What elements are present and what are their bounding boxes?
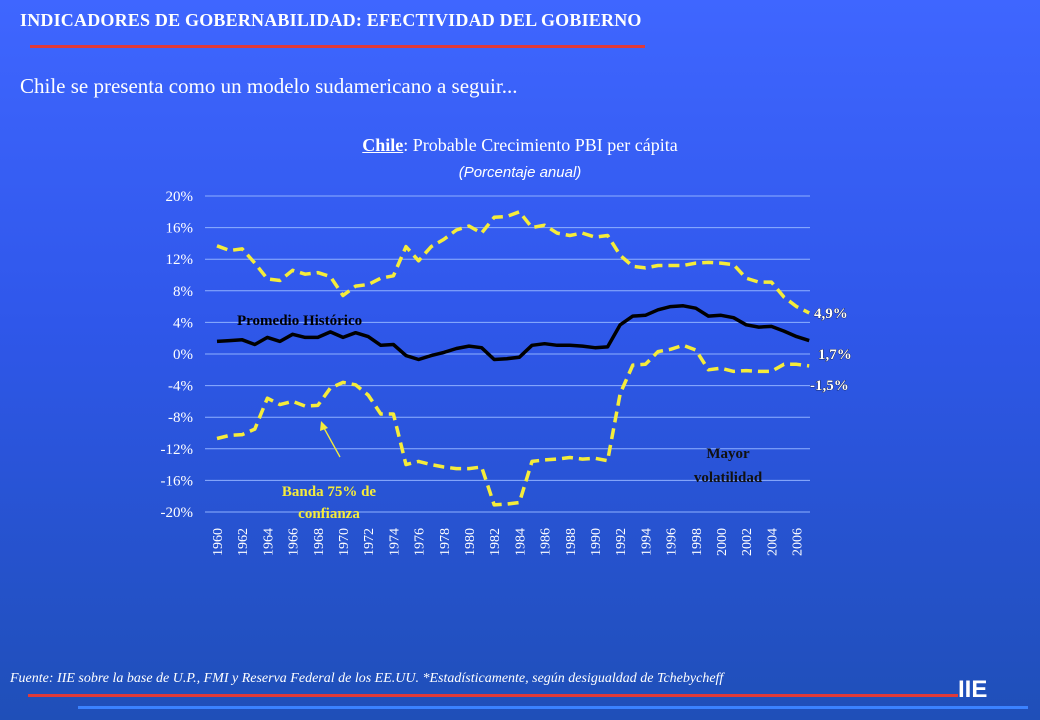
y-tick-label: 0% xyxy=(173,347,193,363)
footer-source: Fuente: IIE sobre la base de U.P., FMI y… xyxy=(10,671,724,686)
y-tick-label: 4% xyxy=(173,315,193,331)
y-tick-label: -20% xyxy=(161,505,194,521)
banda-arrow-line xyxy=(323,427,341,458)
label-end-mean: 1,7% xyxy=(818,347,852,363)
label-end-upper: 4,9% xyxy=(814,306,848,322)
footer-red-line xyxy=(28,694,958,697)
y-tick-label: -4% xyxy=(168,379,193,395)
x-tick-label: 1962 xyxy=(236,528,251,556)
x-tick-label: 1966 xyxy=(287,528,302,556)
series-line-mean xyxy=(216,304,810,362)
x-tick-label: 1970 xyxy=(337,528,352,556)
iie-logo: IIE xyxy=(958,676,988,703)
x-tick-label: 1960 xyxy=(211,528,226,556)
y-tick-label: 12% xyxy=(166,252,194,268)
series-line-upper xyxy=(216,210,810,315)
x-tick-label: 1990 xyxy=(589,528,604,556)
chart-title: Chile: Probable Crecimiento PBI per cápi… xyxy=(0,135,1040,156)
chart-grid xyxy=(205,195,810,513)
series-line-lower xyxy=(216,343,810,507)
chart-subtitle: (Porcentaje anual) xyxy=(458,164,582,181)
chart-title-country: Chile xyxy=(362,135,404,155)
label-banda-1: Banda 75% de xyxy=(282,484,377,500)
x-tick-label: 1968 xyxy=(312,528,327,556)
y-tick-label: 20% xyxy=(166,189,194,205)
x-tick-label: 1974 xyxy=(387,528,402,556)
x-tick-label: 1982 xyxy=(488,528,503,556)
x-tick-label: 1984 xyxy=(513,528,528,556)
y-tick-label: 8% xyxy=(173,284,193,300)
label-banda-2: confianza xyxy=(298,506,360,522)
y-tick-label: -12% xyxy=(161,442,194,458)
x-tick-label: 1986 xyxy=(539,528,554,556)
x-axis-ticks: 1960 1962 1964 1966 1968 1970 1972 1974 1976 1978… xyxy=(211,528,806,556)
chart-series xyxy=(216,210,810,507)
x-tick-label: 1972 xyxy=(362,528,377,556)
y-tick-label: -16% xyxy=(161,473,194,489)
footer-blue-line xyxy=(78,706,1028,709)
x-tick-label: 2004 xyxy=(765,528,780,556)
chart-title-text: : Probable Crecimiento PBI per cápita xyxy=(403,135,678,155)
x-tick-label: 1994 xyxy=(639,528,654,556)
x-tick-label: 2006 xyxy=(791,528,806,556)
label-end-lower: -1,5% xyxy=(810,378,849,394)
title-underline xyxy=(30,45,645,48)
x-tick-label: 1996 xyxy=(665,528,680,556)
x-tick-label: 2000 xyxy=(715,528,730,556)
x-tick-label: 1964 xyxy=(261,528,276,556)
chart-annotations: Promedio Histórico Mayor volatilidad Banda … xyxy=(237,306,852,522)
x-tick-label: 1976 xyxy=(413,528,428,556)
label-promedio: Promedio Histórico xyxy=(237,313,362,329)
page-title: INDICADORES DE GOBERNABILIDAD: EFECTIVID… xyxy=(20,10,642,30)
y-axis-ticks: 20% 16% 12% 8% 4% 0% -4% -8% -12% -16% -20% xyxy=(161,189,194,521)
y-tick-label: -8% xyxy=(168,410,193,426)
y-tick-label: 16% xyxy=(166,221,194,237)
x-tick-label: 1978 xyxy=(438,528,453,556)
label-volatilidad-1: Mayor xyxy=(706,446,750,462)
banda-arrow-head xyxy=(320,421,328,431)
x-tick-label: 1998 xyxy=(690,528,705,556)
x-tick-label: 1980 xyxy=(463,528,478,556)
label-volatilidad-2: volatilidad xyxy=(694,470,763,486)
x-tick-label: 1988 xyxy=(564,528,579,556)
x-tick-label: 1992 xyxy=(614,528,629,556)
x-tick-label: 2002 xyxy=(740,528,755,556)
page-subtitle: Chile se presenta como un modelo sudamer… xyxy=(20,74,518,98)
